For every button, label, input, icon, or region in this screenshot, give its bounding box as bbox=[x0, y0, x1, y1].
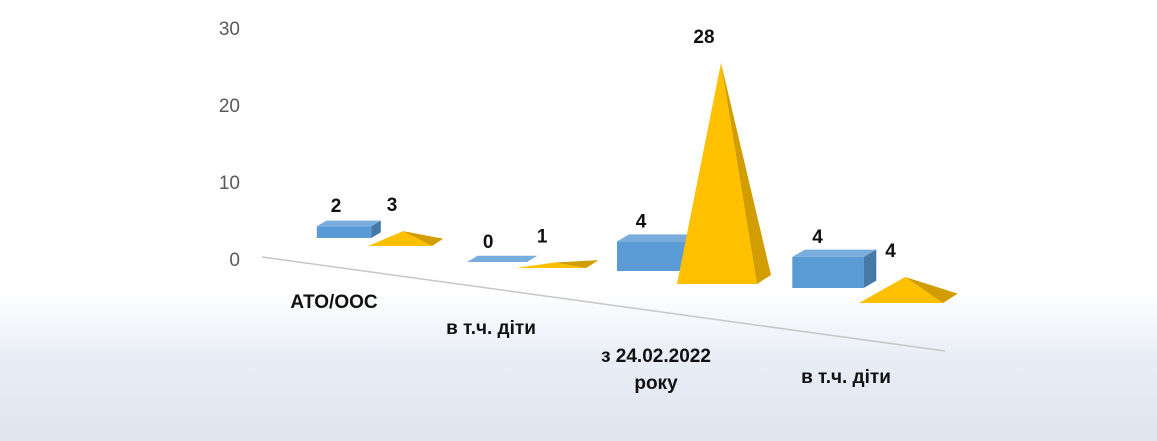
data-label: 2 bbox=[331, 196, 342, 217]
y-tick-label: 20 bbox=[219, 96, 240, 117]
category-label: року bbox=[634, 373, 678, 394]
data-label: 3 bbox=[387, 195, 398, 216]
category-label: в т.ч. діти bbox=[446, 318, 536, 339]
data-label: 28 bbox=[693, 27, 714, 48]
bar-box-front bbox=[617, 241, 685, 271]
bar-pyramid-front bbox=[368, 231, 432, 246]
category-label: з 24.02.2022 bbox=[601, 346, 711, 367]
bar-box-top bbox=[617, 234, 697, 242]
bar-box-side bbox=[371, 220, 381, 238]
bar-pyramid-front bbox=[677, 62, 757, 284]
floor-shadow bbox=[0, 290, 1157, 441]
bar-pyramid-side bbox=[721, 62, 771, 284]
bar-pyramid-front bbox=[859, 277, 943, 303]
data-label: 4 bbox=[812, 227, 823, 248]
x-axis-line bbox=[261, 256, 946, 352]
category-label: в т.ч. діти bbox=[801, 367, 891, 388]
y-tick-label: 0 bbox=[229, 250, 240, 271]
bar-pyramid-side bbox=[554, 260, 599, 268]
bar-pyramid-side bbox=[905, 277, 958, 303]
data-label: 0 bbox=[483, 232, 494, 253]
category-label: АТО/ООС bbox=[290, 292, 378, 313]
bar-pyramid-front bbox=[515, 262, 587, 268]
data-label: 1 bbox=[537, 227, 548, 248]
data-label: 4 bbox=[885, 241, 896, 262]
bar-pyramid-side bbox=[403, 231, 444, 246]
bar-box-top bbox=[316, 220, 381, 227]
bar-box-side bbox=[863, 249, 877, 288]
data-label: 4 bbox=[636, 211, 647, 232]
bar-box-front bbox=[792, 256, 864, 288]
bar-box-front bbox=[316, 226, 372, 238]
bar-box-top bbox=[467, 255, 538, 262]
y-tick-label: 10 bbox=[219, 173, 240, 194]
bar-box-top bbox=[792, 249, 877, 257]
y-tick-label: 30 bbox=[219, 19, 240, 40]
